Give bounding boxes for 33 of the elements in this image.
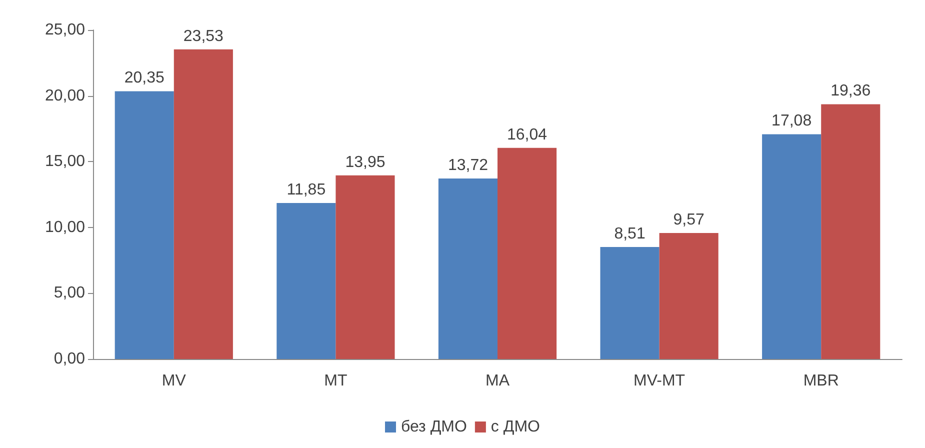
data-label: 9,57 <box>673 212 704 229</box>
data-label: 13,95 <box>345 154 386 171</box>
bar <box>762 134 822 359</box>
x-tick-label: MBR <box>803 372 839 390</box>
data-label: 20,35 <box>124 70 164 87</box>
x-tick-label: MT <box>324 372 348 390</box>
legend-label: с ДМО <box>490 418 540 436</box>
x-tick-label: MA <box>486 372 510 390</box>
bar <box>336 175 395 359</box>
bar <box>821 104 880 359</box>
bar <box>276 203 336 359</box>
data-label: 17,08 <box>772 112 812 130</box>
data-label: 16,04 <box>507 126 548 144</box>
bar <box>600 247 660 359</box>
bar <box>438 178 498 359</box>
y-tick-label: 20,00 <box>44 87 86 104</box>
data-label: 19,36 <box>830 82 871 100</box>
bar <box>498 148 557 359</box>
x-tick-label: MV <box>162 372 186 390</box>
data-label: 8,51 <box>614 226 646 243</box>
bar <box>659 233 718 359</box>
y-tick-label: 10,00 <box>44 218 86 236</box>
y-tick-label: 25,00 <box>44 22 86 38</box>
bar <box>114 91 174 359</box>
legend-label: без ДМО <box>401 418 467 436</box>
y-tick-label: 0,00 <box>54 350 86 368</box>
data-label: 23,53 <box>183 28 224 45</box>
bar <box>174 49 233 359</box>
x-tick-label: MV-MT <box>634 372 686 390</box>
data-label: 11,85 <box>286 182 326 199</box>
data-label: 13,72 <box>448 156 488 174</box>
y-tick-label: 5,00 <box>54 284 86 302</box>
y-tick-label: 15,00 <box>44 153 86 170</box>
